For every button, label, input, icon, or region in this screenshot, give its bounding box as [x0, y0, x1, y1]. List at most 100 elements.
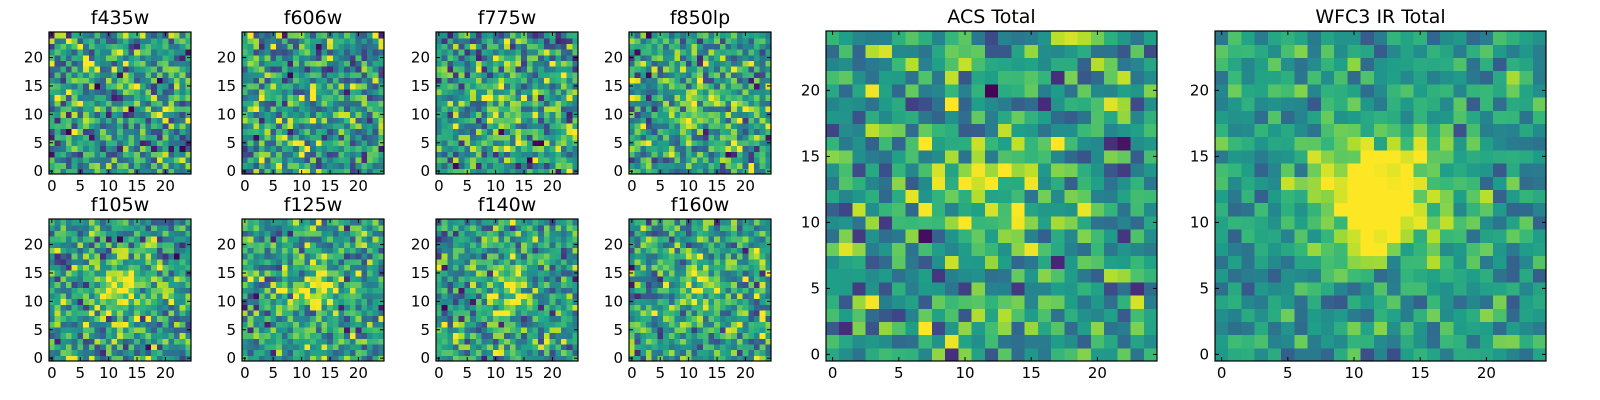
heatmap-cell	[549, 83, 556, 90]
heatmap-cell	[464, 309, 471, 317]
heatmap-cell	[742, 43, 749, 50]
heatmap-cell	[304, 111, 311, 118]
heatmap-cell	[100, 134, 107, 141]
heatmap-cell	[88, 77, 96, 84]
heatmap-cell	[105, 151, 113, 158]
heatmap-cell	[361, 54, 368, 61]
heatmap-cell	[680, 292, 687, 300]
heatmap-cell	[83, 122, 90, 130]
heatmap-cell	[281, 258, 289, 266]
heatmap-cell	[242, 145, 249, 152]
heatmap-cell	[156, 32, 164, 39]
heatmap-cell	[674, 304, 681, 311]
heatmap-cell	[366, 326, 374, 334]
heatmap-cell	[691, 139, 698, 147]
heatmap-cell	[259, 287, 266, 294]
heatmap-cell	[668, 287, 676, 294]
heatmap-cell	[515, 326, 522, 334]
heatmap-cell	[566, 219, 573, 226]
heatmap-cell	[94, 54, 101, 61]
heatmap-cell	[487, 71, 494, 79]
heatmap-cell	[361, 162, 368, 169]
heatmap-cell	[139, 236, 147, 243]
heatmap-cell	[139, 100, 147, 107]
heatmap-cell	[640, 309, 647, 317]
heatmap-cell	[464, 292, 471, 300]
heatmap-cell	[725, 156, 732, 164]
heatmap-cell	[509, 88, 517, 96]
heatmap-cell	[60, 258, 67, 266]
heatmap-cell	[71, 270, 78, 277]
heatmap-cell	[298, 105, 306, 113]
heatmap-cell	[697, 275, 704, 283]
heatmap-cell	[697, 32, 704, 39]
heatmap-cell	[515, 49, 522, 56]
heatmap-cell	[173, 111, 181, 118]
heatmap-cell	[100, 321, 107, 328]
heatmap-cell	[293, 66, 300, 73]
heatmap-cell	[310, 54, 317, 61]
heatmap-cell	[691, 332, 698, 339]
heatmap-cell	[156, 117, 164, 124]
heatmap-cell	[49, 88, 56, 96]
heatmap-cell	[453, 309, 460, 317]
heatmap-cell	[719, 287, 727, 294]
heatmap-cell	[736, 71, 744, 79]
heatmap-cell	[94, 156, 101, 164]
heatmap-cell	[566, 332, 573, 339]
heatmap-cell	[185, 258, 192, 266]
heatmap-cell	[748, 117, 755, 124]
heatmap-cell	[111, 128, 118, 135]
heatmap-cell	[640, 270, 647, 277]
heatmap-cell	[515, 355, 522, 362]
heatmap-cell	[111, 156, 118, 164]
heatmap-cell	[168, 122, 175, 130]
heatmap-cell	[321, 315, 328, 322]
heatmap-cell	[475, 122, 483, 130]
heatmap-cell	[475, 128, 483, 135]
heatmap-cell	[372, 117, 379, 124]
heatmap-cell	[264, 43, 271, 50]
heatmap-cell	[298, 49, 306, 56]
heatmap-cell	[349, 145, 357, 152]
heatmap-cell	[259, 88, 266, 96]
heatmap-cell	[685, 315, 693, 322]
heatmap-cell	[475, 287, 483, 294]
heatmap-cell	[753, 134, 761, 141]
heatmap-cell	[315, 100, 323, 107]
heatmap-cell	[538, 224, 545, 231]
heatmap-cell	[668, 54, 676, 61]
heatmap-cell	[504, 145, 511, 152]
heatmap-cell	[145, 281, 152, 288]
heatmap-cell	[139, 309, 147, 317]
heatmap-cell	[54, 292, 61, 300]
heatmap-cell	[629, 122, 636, 130]
heatmap-cell	[378, 71, 385, 79]
heatmap-cell	[344, 60, 351, 67]
heatmap-cell	[629, 343, 636, 351]
heatmap-cell	[492, 117, 500, 124]
heatmap-cell	[315, 253, 323, 260]
heatmap-cell	[156, 253, 164, 260]
heatmap-cell	[708, 355, 715, 362]
heatmap-cell	[549, 253, 556, 260]
heatmap-cell	[543, 94, 551, 101]
y-tick-label: 20	[411, 49, 430, 67]
heatmap-cell	[105, 332, 113, 339]
heatmap-cell	[680, 162, 687, 169]
heatmap-cell	[332, 128, 340, 135]
heatmap-cell	[111, 321, 118, 328]
heatmap-cell	[441, 275, 448, 283]
heatmap-cell	[100, 94, 107, 101]
heatmap-cell	[366, 117, 374, 124]
heatmap-cell	[572, 304, 579, 311]
heatmap-cell	[526, 54, 534, 61]
heatmap-cell	[634, 332, 641, 339]
heatmap-cell	[759, 111, 766, 118]
heatmap-cell	[173, 88, 181, 96]
heatmap-cell	[378, 128, 385, 135]
x-tick-label: 0	[240, 177, 250, 195]
heatmap-cell	[640, 338, 647, 345]
heatmap-cell	[436, 71, 443, 79]
heatmap-cell	[77, 241, 84, 248]
